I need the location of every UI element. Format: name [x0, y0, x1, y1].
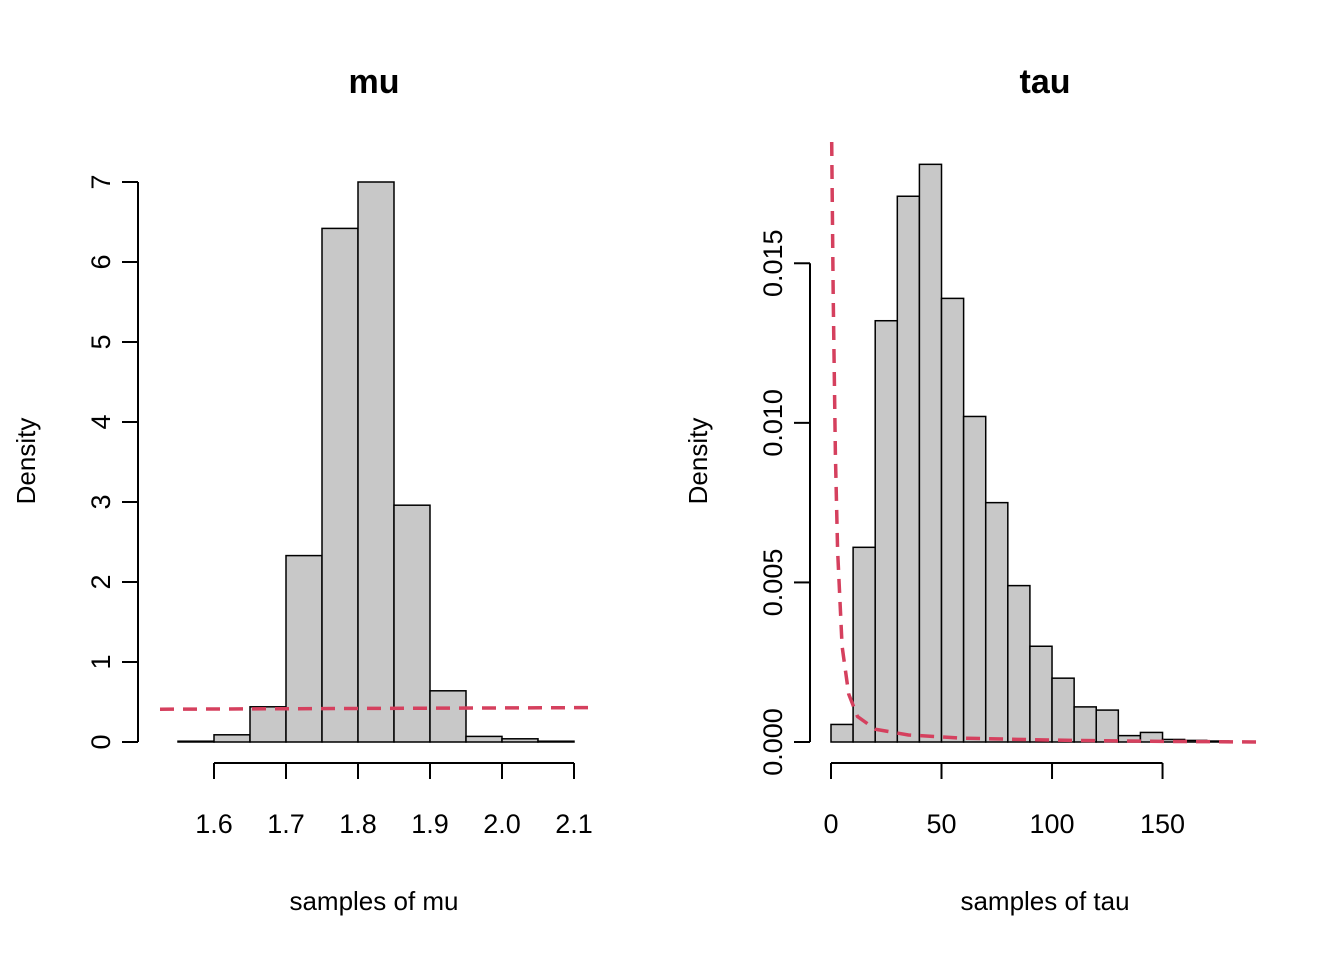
x-tick-label-mu-1: 1.7	[267, 809, 305, 839]
bar-mu-2	[249, 706, 287, 743]
bar-mu-7	[429, 690, 467, 743]
histogram-tau: tau samples of tau Density 0 50 100 150 0.0…	[683, 63, 1263, 916]
bar-mu-4	[321, 227, 359, 743]
x-axis-tau: 0 50 100 150	[823, 762, 1185, 839]
bar-mu-1	[213, 734, 251, 743]
y-tick-label-tau-3: 0.015	[758, 229, 788, 297]
y-tick-label-mu-4: 4	[86, 414, 116, 429]
x-tick-label-tau-1: 50	[926, 809, 956, 839]
x-axis-label-mu: samples of mu	[289, 886, 458, 916]
y-axis-label-mu: Density	[11, 418, 41, 505]
x-tick-label-tau-0: 0	[823, 809, 838, 839]
y-axis-tau: 0.000 0.005 0.010 0.015	[758, 229, 811, 776]
bar-tau-12	[1095, 709, 1120, 743]
bar-tau-6	[962, 415, 987, 743]
bar-mu-8	[465, 735, 503, 743]
bar-tau-4	[918, 163, 943, 743]
x-tick-label-tau-3: 150	[1140, 809, 1185, 839]
y-tick-label-mu-6: 6	[86, 254, 116, 269]
x-tick-label-mu-2: 1.8	[339, 809, 377, 839]
y-tick-label-mu-5: 5	[86, 334, 116, 349]
bar-tau-10	[1051, 677, 1075, 743]
y-tick-label-tau-0: 0.000	[758, 708, 788, 776]
prior-curve-line-mu	[159, 705, 593, 711]
y-tick-label-mu-2: 2	[86, 574, 116, 589]
bar-tau-2	[874, 319, 899, 743]
bar-mu-0	[177, 740, 215, 743]
bar-tau-1	[852, 546, 876, 743]
chart-title-tau: tau	[1020, 63, 1071, 101]
histogram-mu: mu samples of mu Density 1.6 1.7 1.8 1.9 2.0…	[11, 63, 593, 916]
bar-tau-9	[1029, 645, 1053, 743]
x-axis-mu: 1.6 1.7 1.8 1.9 2.0 2.1	[195, 762, 593, 839]
bars-tau	[830, 163, 1230, 743]
y-tick-label-mu-7: 7	[86, 174, 116, 189]
x-tick-label-tau-2: 100	[1029, 809, 1074, 839]
chart-title-mu: mu	[349, 63, 400, 101]
bar-mu-10	[537, 740, 575, 743]
bar-mu-9	[501, 738, 539, 743]
y-tick-label-mu-3: 3	[86, 494, 116, 509]
x-axis-label-tau: samples of tau	[960, 886, 1129, 916]
y-axis-mu: 0 1 2 3 4 5 6 7	[86, 174, 139, 750]
bar-mu-5	[357, 181, 395, 743]
bar-mu-6	[393, 504, 431, 743]
x-tick-label-mu-0: 1.6	[195, 809, 233, 839]
bar-tau-5	[940, 297, 965, 743]
bar-tau-11	[1073, 706, 1097, 743]
bar-tau-7	[984, 501, 1009, 743]
y-tick-label-tau-1: 0.005	[758, 549, 788, 617]
bar-tau-8	[1007, 584, 1031, 743]
x-tick-label-mu-5: 2.1	[555, 809, 593, 839]
bar-tau-0	[830, 723, 854, 743]
bar-tau-3	[896, 195, 921, 743]
y-axis-label-tau: Density	[683, 418, 713, 505]
prior-curve-tau	[829, 141, 1263, 744]
bars-mu	[177, 181, 575, 743]
prior-curve-line-tau	[829, 141, 1263, 744]
prior-curve-mu	[159, 705, 593, 711]
bar-mu-3	[285, 554, 323, 743]
y-tick-label-mu-0: 0	[86, 734, 116, 749]
y-tick-label-mu-1: 1	[86, 654, 116, 669]
y-tick-label-tau-2: 0.010	[758, 389, 788, 457]
x-tick-label-mu-4: 2.0	[483, 809, 521, 839]
x-tick-label-mu-3: 1.9	[411, 809, 449, 839]
